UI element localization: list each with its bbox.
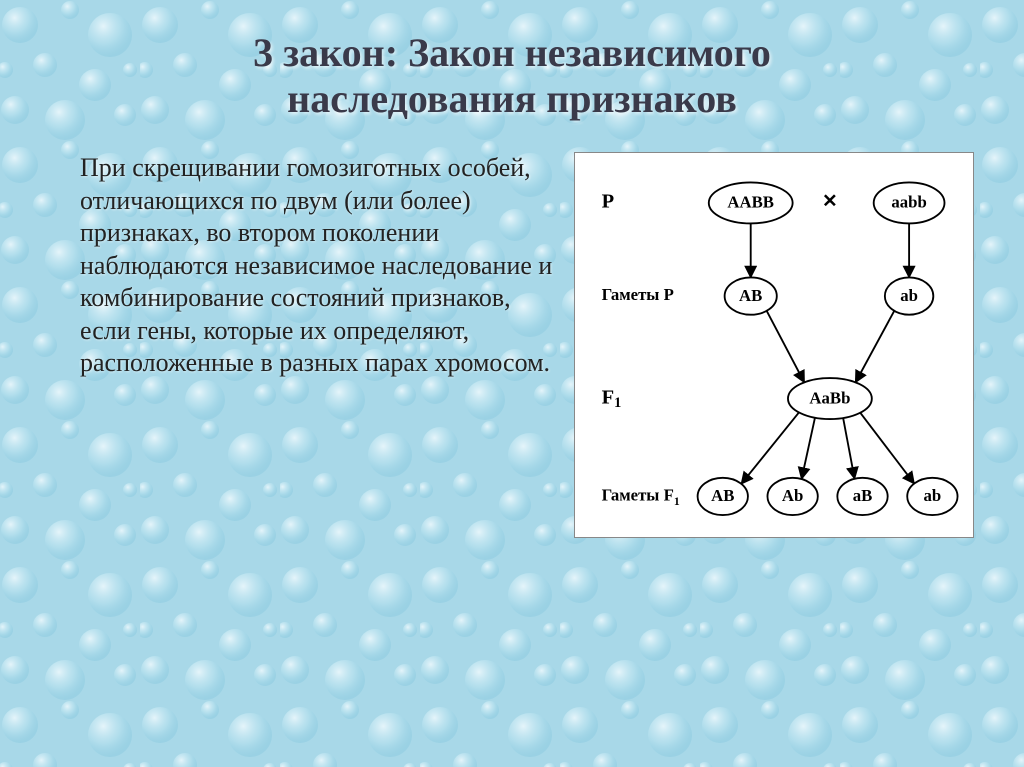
title-line-1: 3 закон: Закон независимого	[253, 30, 771, 75]
slide-title: 3 закон: Закон независимого наследования…	[50, 30, 974, 122]
svg-text:AaBb: AaBb	[809, 388, 850, 407]
svg-text:AB: AB	[739, 286, 762, 305]
body-paragraph: При скрещивании гомозиготных особей, отл…	[50, 152, 554, 380]
svg-text:✕: ✕	[822, 191, 838, 212]
title-line-2: наследования признаков	[287, 76, 737, 121]
svg-text:Гаметы F1: Гаметы F1	[602, 485, 680, 507]
slide-content: 3 закон: Закон независимого наследования…	[50, 30, 974, 737]
svg-text:Ab: Ab	[782, 486, 803, 505]
svg-text:P: P	[602, 191, 615, 213]
svg-text:Гаметы P: Гаметы P	[602, 285, 674, 304]
svg-text:ab: ab	[900, 286, 918, 305]
svg-text:AB: AB	[711, 486, 734, 505]
cross-diagram-svg: ✕ AABB aabb AB ab AaBb AB Ab aB ab P Гаметы P F1 Гаме…	[583, 161, 965, 529]
svg-text:aB: aB	[853, 486, 873, 505]
svg-text:aabb: aabb	[891, 193, 926, 212]
content-row: При скрещивании гомозиготных особей, отл…	[50, 152, 974, 538]
genetics-diagram: ✕ AABB aabb AB ab AaBb AB Ab aB ab P Гаметы P F1 Гаме…	[574, 152, 974, 538]
svg-text:F1: F1	[602, 386, 622, 411]
svg-text:ab: ab	[924, 486, 942, 505]
svg-text:AABB: AABB	[727, 193, 774, 212]
